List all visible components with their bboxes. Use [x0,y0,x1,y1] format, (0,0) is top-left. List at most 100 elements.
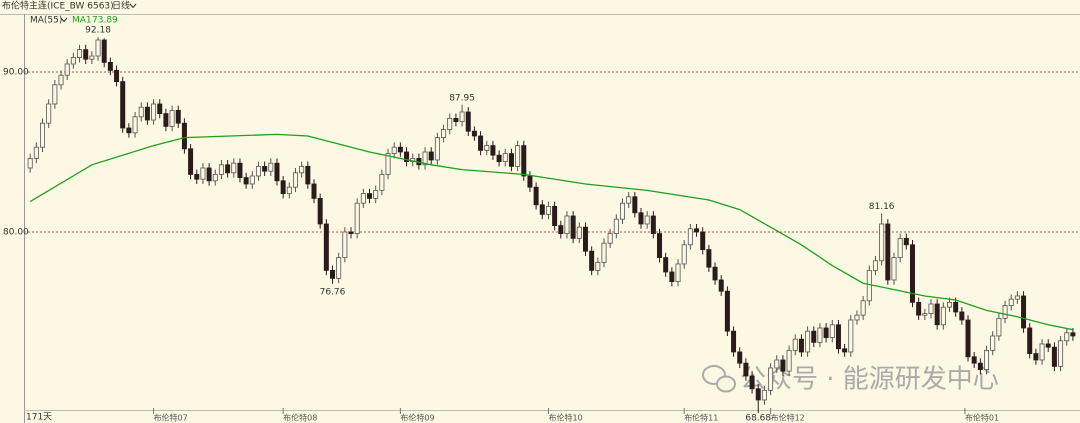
candle-body [1021,295,1027,329]
candle-body [916,301,922,316]
candle-body [712,266,718,281]
candle-body [459,111,465,122]
candle [885,219,891,285]
candle [644,211,650,229]
candle [872,255,878,276]
candle [817,323,823,348]
ma-legend-value: 73.89 [92,16,118,26]
candle-body [175,109,181,124]
candle-body [1064,332,1070,342]
candle [280,175,286,199]
candle-body [502,153,508,162]
candle [422,147,428,170]
candle-body [243,177,249,185]
candle [823,323,829,343]
candle-body [317,197,323,225]
candle-body [404,151,410,162]
candle [891,252,897,285]
candle-body [200,167,206,180]
candle [552,201,558,231]
candle-body [798,338,804,353]
candle-body [545,205,551,215]
candle-body [453,117,459,122]
candle [866,265,872,306]
low-label: 68.68 [745,414,771,423]
candle [496,150,502,167]
candle-body [89,55,95,60]
candle-body [1033,353,1039,361]
candle-body [928,303,934,314]
candle-body [724,290,730,332]
candle [447,113,453,135]
candle-body [40,122,46,148]
candle-body [379,173,385,191]
candle-body [891,257,897,281]
candle [780,355,786,376]
candle [694,223,700,237]
candle-body [761,389,767,401]
candle [724,286,730,336]
candle-body [521,145,527,177]
candle-body [539,204,545,215]
candle [490,140,496,160]
candle-body [360,193,366,204]
candle-body [434,137,440,161]
candle-body [940,306,946,326]
ma-name: MA(55) [30,16,62,26]
candle [835,319,841,354]
candle [441,124,447,143]
candle-body [132,116,138,134]
candle-body [582,226,588,252]
candle [379,169,385,196]
candle-body [101,39,107,63]
candle-body [373,189,379,199]
candle [687,223,693,250]
candle [237,158,243,183]
candle [619,198,625,224]
candle [157,99,163,119]
candle [342,227,348,263]
candle-body [638,212,644,225]
candle-body [755,388,761,401]
candle-body [342,231,348,258]
candle-body [151,103,157,121]
dropdown-icon[interactable] [60,17,68,23]
candle [940,302,946,330]
candle-body [687,228,693,246]
candle [515,140,521,172]
candle [1045,339,1051,352]
candle [434,132,440,165]
candle [70,52,76,69]
candle-body [515,145,521,167]
candle [336,252,342,284]
candle [909,239,915,308]
candle-body [212,173,218,182]
candle-body [292,172,298,188]
candle [539,199,545,220]
candle [385,148,391,180]
candle [1008,294,1014,311]
candle-body [990,335,996,351]
candle [502,148,508,167]
candle-body [626,196,632,204]
period[interactable]: 日线 [112,0,130,12]
candle-body [70,57,76,65]
candle [391,142,397,159]
candle [977,358,983,375]
candle-body [231,162,237,174]
candle-body [613,218,619,234]
candle [582,222,588,256]
candle-body [83,49,89,60]
dropdown-icon[interactable] [129,3,137,9]
candle-body [126,127,132,134]
candle-body [138,106,144,118]
candle [681,239,687,269]
candle [132,111,138,138]
candle-body [922,313,928,316]
candle-body [829,324,835,338]
candle [188,143,194,180]
candle-body [737,351,743,364]
candle [774,355,780,373]
candle-body [397,146,403,153]
candle-body [879,223,885,262]
